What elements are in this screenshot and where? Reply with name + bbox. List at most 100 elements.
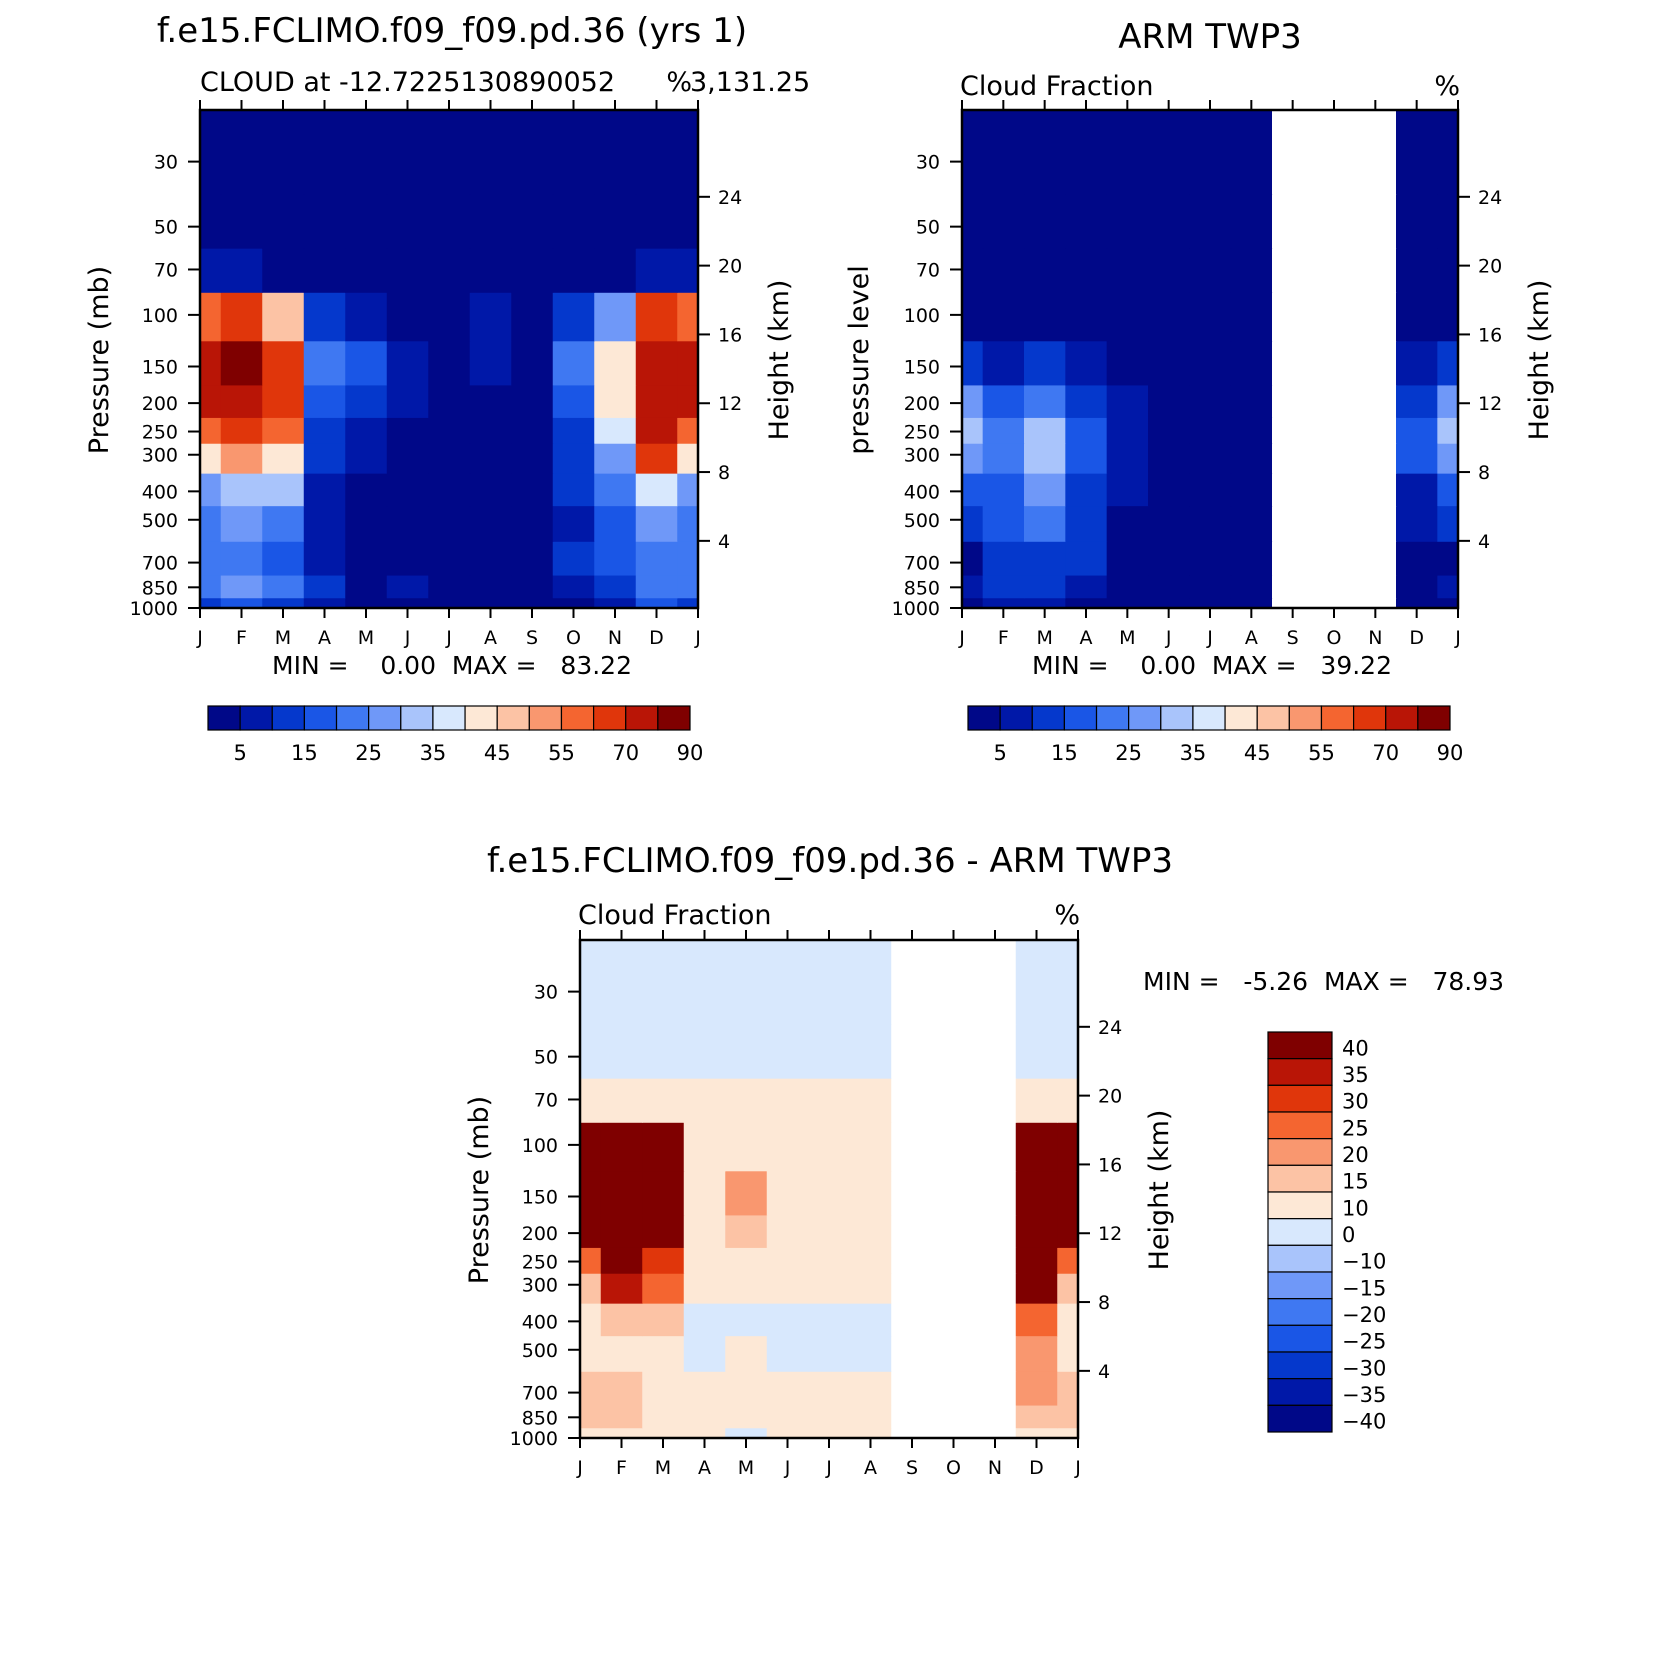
y2-tick-label: 16 [1098,1154,1122,1176]
heatmap-cell [428,194,471,249]
heatmap-cell [725,1078,768,1123]
heatmap-cell [1065,340,1108,386]
heatmap-cell [594,541,637,576]
heatmap-cell [725,1170,768,1216]
heatmap-cell [982,340,1025,386]
colorbar-swatch [207,705,241,731]
y2-tick-label: 24 [1098,1017,1122,1039]
heatmap-cell [469,417,512,444]
heatmap-cell [1230,541,1273,576]
heatmap-cell [642,1247,685,1274]
heatmap-cell [1015,1247,1058,1274]
heatmap-cell [1272,597,1314,609]
heatmap-cell [808,1273,851,1304]
heatmap-cell [552,292,595,342]
heatmap-cell [932,1335,975,1372]
y-tick-label: 1000 [510,1428,558,1450]
x-tick-label: J [784,1457,791,1479]
y-tick-label: 250 [142,422,178,444]
y2-tick-label: 20 [718,256,742,278]
heatmap-cell [1065,248,1108,293]
heatmap-cell [1272,292,1314,342]
heatmap-cell [1024,443,1066,474]
colorbar-label: 25 [355,741,382,765]
heatmap-cell [1354,248,1397,293]
heatmap-cell [1396,574,1438,599]
heatmap-cell [677,248,699,293]
heatmap-cell [1272,194,1314,249]
heatmap-cell [1189,384,1232,418]
colorbar-swatch [967,705,1001,731]
heatmap-cell [262,194,305,249]
heatmap-cell [808,1404,851,1429]
x-tick-label: S [526,627,538,649]
x-tick-label: N [608,627,622,649]
y-tick-label: 300 [142,445,178,467]
colorbar-label: 55 [1308,741,1335,765]
y-tick-label: 700 [522,1383,558,1405]
heatmap-cell [262,597,305,609]
heatmap-cell [962,248,984,293]
y-tick-label: 700 [142,553,178,575]
heatmap-cell [1189,292,1232,342]
heatmap-cell [1024,541,1066,576]
heatmap-cell [891,1427,934,1439]
colorbar-label: 45 [1244,741,1271,765]
heatmap-cell [1057,1303,1079,1337]
y-tick-label: 30 [154,152,178,174]
heatmap-cell [1065,417,1108,444]
y-tick-label: 500 [904,510,940,532]
heatmap-cell [580,940,602,1025]
heatmap-cell [469,248,512,293]
y-tick-label: 70 [916,259,940,281]
heatmap-cell [303,340,346,386]
heatmap-cell [766,1404,809,1429]
heatmap-cell [345,417,388,444]
heatmap-cell [200,597,222,609]
panel-obs-y2label: Height (km) [1524,280,1555,441]
heatmap-cell [386,292,429,342]
colorbar-swatch [1267,1271,1333,1300]
heatmap-cell [1354,443,1397,474]
heatmap-cell [849,1247,892,1274]
heatmap-cell [1148,505,1190,542]
heatmap-cell [891,1303,934,1337]
heatmap-cell [600,1303,643,1337]
y-tick-label: 150 [522,1186,558,1208]
heatmap-cell [600,1247,643,1274]
heatmap-cell [635,505,678,542]
heatmap-cell [683,1214,726,1248]
heatmap-cell [1057,1371,1079,1406]
colorbar-swatch [1267,1378,1333,1406]
heatmap-cell [428,110,471,195]
y-tick-label: 50 [154,217,178,239]
heatmap-cell [594,248,637,293]
heatmap-cell [635,340,678,386]
heatmap-cell [580,1078,602,1123]
heatmap-cell [1106,110,1149,195]
panel-diff: f.e15.FCLIMO.f09_f09.pd.36 - ARM TWP3 Cl… [464,841,1504,1479]
heatmap-cell [594,443,637,474]
colorbar-label: 45 [484,741,511,765]
heatmap-cell [1015,1024,1058,1079]
heatmap-cell [1148,340,1190,386]
heatmap-cell [725,1371,768,1406]
colorbar-swatch [560,705,595,731]
heatmap-cell [1057,1427,1079,1439]
colorbar-swatch [271,705,305,731]
heatmap-cell [849,1404,892,1429]
heatmap-cell [725,1427,768,1439]
heatmap-cell [1189,110,1232,195]
heatmap-cell [1230,248,1273,293]
heatmap-cell [1313,340,1356,386]
heatmap-cell [849,1024,892,1079]
heatmap-cell [766,1335,809,1372]
heatmap-cell [932,1122,975,1172]
heatmap-cell [1437,597,1459,609]
heatmap-cell [262,384,305,418]
heatmap-cell [1148,110,1190,195]
heatmap-cell [345,443,388,474]
heatmap-cell [1148,473,1190,507]
heatmap-cell [600,1335,643,1372]
heatmap-cell [849,1303,892,1337]
